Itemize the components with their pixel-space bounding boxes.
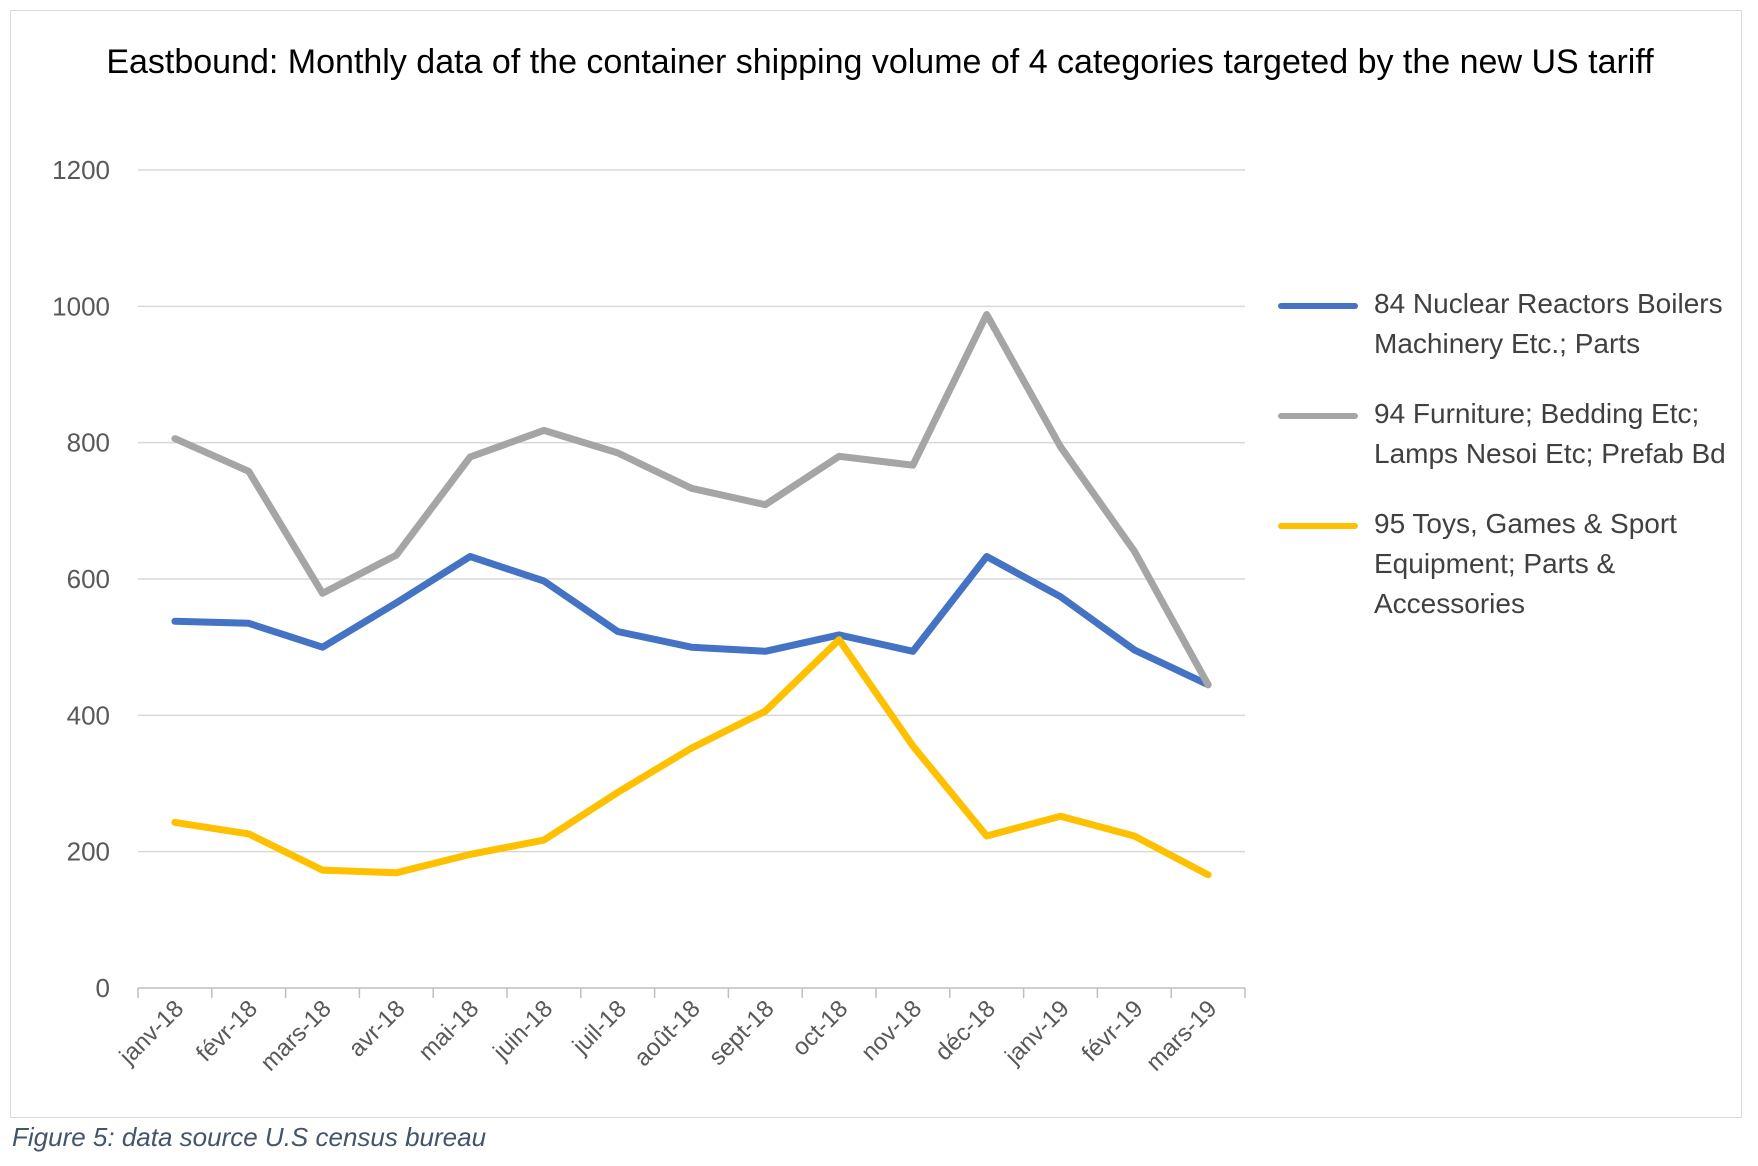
y-tick-label: 600 [67,564,110,594]
x-tick-label: mai-18 [413,995,484,1066]
x-tick-label: déc-18 [930,995,1001,1066]
x-tick-label: juin-18 [487,995,558,1066]
x-tick-label: févr-19 [1077,995,1149,1067]
legend-label: 95 Toys, Games & Sport Equipment; Parts … [1374,508,1677,619]
legend-item-0: 84 Nuclear Reactors Boilers Machinery Et… [1278,284,1738,364]
legend-label: 94 Furniture; Bedding Etc; Lamps Nesoi E… [1374,398,1726,469]
series-line-1 [171,311,1212,689]
x-tick-label: août-18 [629,995,706,1072]
chart-frame [10,10,1742,1118]
series-line-0 [171,553,1212,689]
chart-legend: 84 Nuclear Reactors Boilers Machinery Et… [1278,284,1738,654]
legend-label: 84 Nuclear Reactors Boilers Machinery Et… [1374,288,1723,359]
x-tick-label: sept-18 [704,995,780,1071]
legend-swatch [1278,413,1358,419]
legend-item-1: 94 Furniture; Bedding Etc; Lamps Nesoi E… [1278,394,1738,474]
x-tick-label: mars-18 [255,995,336,1076]
series-line-2 [171,636,1212,879]
legend-swatch [1278,523,1358,529]
x-tick-label: avr-18 [343,995,410,1062]
y-tick-label: 200 [67,837,110,867]
x-tick-label: janv-19 [999,995,1074,1070]
y-tick-label: 1200 [52,155,110,185]
x-tick-label: mars-19 [1141,995,1222,1076]
x-tick-label: févr-18 [191,995,263,1067]
legend-item-2: 95 Toys, Games & Sport Equipment; Parts … [1278,504,1738,624]
y-tick-label: 1000 [52,291,110,321]
x-tick-label: oct-18 [787,995,853,1061]
y-tick-label: 800 [67,428,110,458]
y-tick-label: 0 [96,973,110,1003]
figure-caption: Figure 5: data source U.S census bureau [12,1122,487,1152]
legend-swatch [1278,303,1358,309]
y-tick-label: 400 [67,700,110,730]
x-tick-label: juil-18 [567,995,632,1060]
x-tick-label: janv-18 [114,995,189,1070]
x-tick-label: nov-18 [856,995,927,1066]
chart-title: Eastbound: Monthly data of the container… [106,43,1654,81]
